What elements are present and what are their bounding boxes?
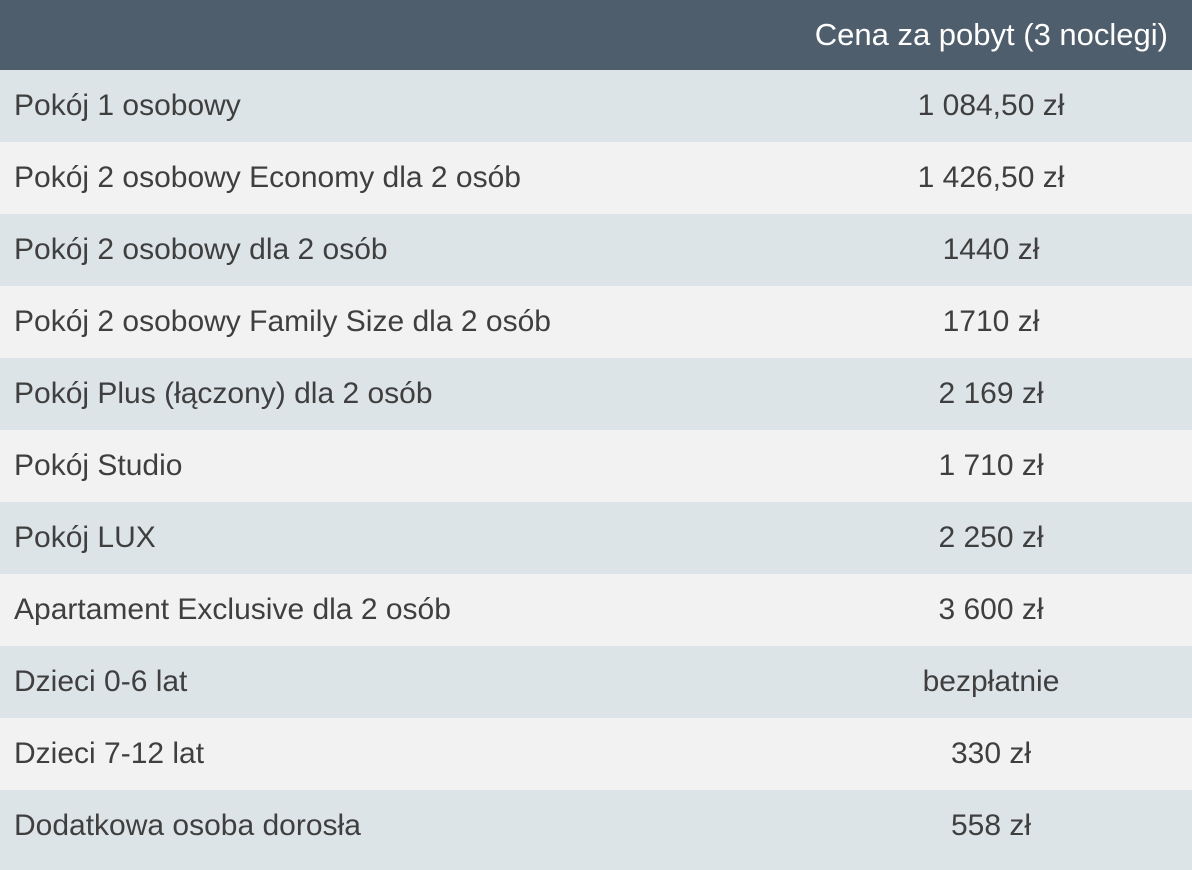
table-row: Apartament Exclusive dla 2 osób 3 600 zł (0, 574, 1192, 646)
header-price-cell: Cena za pobyt (3 noclegi) (814, 17, 1168, 52)
room-price-cell: 1 084,50 zł (917, 89, 1065, 122)
room-price-cell: 1 710 zł (938, 449, 1044, 482)
room-name-cell: Dzieci 0-6 lat (14, 665, 188, 698)
header-name-cell (0, 0, 590, 70)
room-price-cell: 2 169 zł (938, 377, 1044, 410)
room-name-cell: Pokój 1 osobowy (14, 89, 241, 122)
table-row: Pokój 2 osobowy Economy dla 2 osób 1 426… (0, 142, 1192, 214)
table-row: Pokój 2 osobowy Family Size dla 2 osób 1… (0, 286, 1192, 358)
room-name-cell: Dodatkowa osoba dorosła (14, 809, 361, 842)
room-price-cell: 3 600 zł (938, 593, 1044, 626)
table-row: Pokój Studio 1 710 zł (0, 430, 1192, 502)
table-bottom-edge (0, 862, 1192, 870)
room-name-cell: Pokój 2 osobowy dla 2 osób (14, 233, 388, 266)
room-price-cell: 558 zł (950, 809, 1032, 842)
room-name-cell: Pokój Plus (łączony) dla 2 osób (14, 377, 433, 410)
table-row: Dzieci 7-12 lat 330 zł (0, 718, 1192, 790)
table-row: Dodatkowa osoba dorosła 558 zł (0, 790, 1192, 862)
table-row: Dzieci 0-6 lat bezpłatnie (0, 646, 1192, 718)
room-price-cell: 1 426,50 zł (917, 161, 1065, 194)
room-price-cell: bezpłatnie (922, 665, 1060, 698)
table-row: Pokój 2 osobowy dla 2 osób 1440 zł (0, 214, 1192, 286)
table-header-row: Cena za pobyt (3 noclegi) (0, 0, 1192, 70)
room-name-cell: Pokój Studio (14, 449, 183, 482)
table-row: Pokój LUX 2 250 zł (0, 502, 1192, 574)
room-name-cell: Pokój 2 osobowy Economy dla 2 osób (14, 161, 521, 194)
room-name-cell: Pokój LUX (14, 521, 156, 554)
room-name-cell: Apartament Exclusive dla 2 osób (14, 593, 451, 626)
room-price-cell: 330 zł (950, 737, 1032, 770)
room-price-cell: 1440 zł (942, 233, 1040, 266)
table-row: Pokój 1 osobowy 1 084,50 zł (0, 70, 1192, 142)
room-price-cell: 1710 zł (942, 305, 1040, 338)
table-row: Pokój Plus (łączony) dla 2 osób 2 169 zł (0, 358, 1192, 430)
room-name-cell: Dzieci 7-12 lat (14, 737, 205, 770)
room-name-cell: Pokój 2 osobowy Family Size dla 2 osób (14, 305, 551, 338)
room-price-cell: 2 250 zł (938, 521, 1044, 554)
